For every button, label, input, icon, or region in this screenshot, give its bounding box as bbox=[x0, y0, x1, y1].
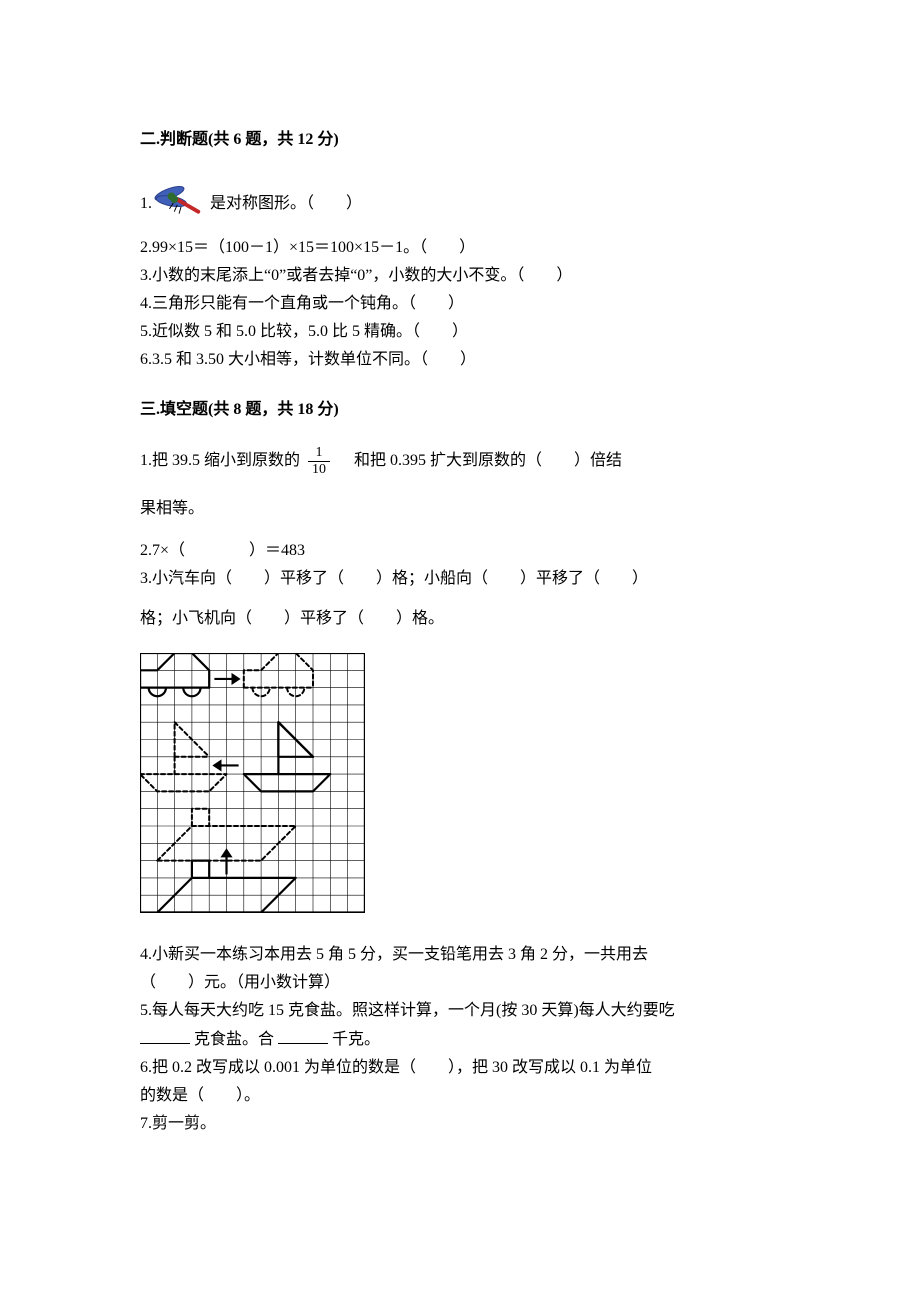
blank-1 bbox=[140, 1027, 190, 1044]
s2-q2: 2.99×15＝（100－1）×15＝100×15－1。（ ） bbox=[140, 236, 780, 260]
s3-q5-suf: 千克。 bbox=[332, 1031, 380, 1048]
s3-q1-a: 1.把 39.5 缩小到原数的 bbox=[140, 452, 300, 469]
s3-q4-line2: （ ）元。（用小数计算） bbox=[140, 971, 780, 995]
s2-q3: 3.小数的末尾添上“0”或者去掉“0”，小数的大小不变。（ ） bbox=[140, 264, 780, 288]
s3-q5-mid: 克食盐。合 bbox=[194, 1031, 274, 1048]
s3-q5-line1: 5.每人每天大约吃 15 克食盐。照这样计算，一个月(按 30 天算)每人大约要… bbox=[140, 999, 780, 1023]
grid-svg bbox=[140, 653, 365, 913]
s3-q3-line1: 3.小汽车向（ ）平移了（ ）格；小船向（ ）平移了（ ） bbox=[140, 567, 780, 591]
s3-q6-line2: 的数是（ ）。 bbox=[140, 1084, 780, 1108]
s2-q6: 6.3.5 和 3.50 大小相等，计数单位不同。（ ） bbox=[140, 348, 780, 372]
s3-q7: 7.剪一剪。 bbox=[140, 1112, 780, 1136]
s3-q1-line1: 1.把 39.5 缩小到原数的 1 10 和把 0.395 扩大到原数的（ ）倍… bbox=[140, 446, 780, 477]
dragonfly-icon bbox=[152, 180, 210, 228]
s2-q1-prefix: 1. bbox=[140, 192, 152, 216]
s3-q4-line1: 4.小新买一本练习本用去 5 角 5 分，买一支铅笔用去 3 角 2 分，一共用… bbox=[140, 943, 780, 967]
s2-q4: 4.三角形只能有一个直角或一个钝角。（ ） bbox=[140, 292, 780, 316]
fraction-1-10: 1 10 bbox=[308, 446, 330, 477]
s3-q5-line2: 克食盐。合 千克。 bbox=[140, 1027, 780, 1052]
grid-figure bbox=[140, 653, 780, 921]
s3-q6-line1: 6.把 0.2 改写成以 0.001 为单位的数是（ ），把 30 改写成以 0… bbox=[140, 1056, 780, 1080]
s2-q1: 1. 是对称图形。（ ） bbox=[140, 180, 362, 228]
s3-q1-b: 和把 0.395 扩大到原数的（ ）倍结 bbox=[354, 452, 622, 469]
fraction-den: 10 bbox=[308, 461, 330, 477]
section-2-header: 二.判断题(共 6 题，共 12 分) bbox=[140, 128, 780, 152]
s2-q1-suffix: 是对称图形。（ ） bbox=[210, 192, 362, 216]
section-3-header: 三.填空题(共 8 题，共 18 分) bbox=[140, 398, 780, 422]
s3-q1-line2: 果相等。 bbox=[140, 497, 780, 521]
s3-q3-line2: 格；小飞机向（ ）平移了（ ）格。 bbox=[140, 607, 780, 631]
blank-2 bbox=[278, 1027, 328, 1044]
fraction-num: 1 bbox=[308, 446, 330, 461]
s2-q5: 5.近似数 5 和 5.0 比较，5.0 比 5 精确。（ ） bbox=[140, 320, 780, 344]
s3-q2: 2.7×（ ）＝483 bbox=[140, 539, 780, 563]
